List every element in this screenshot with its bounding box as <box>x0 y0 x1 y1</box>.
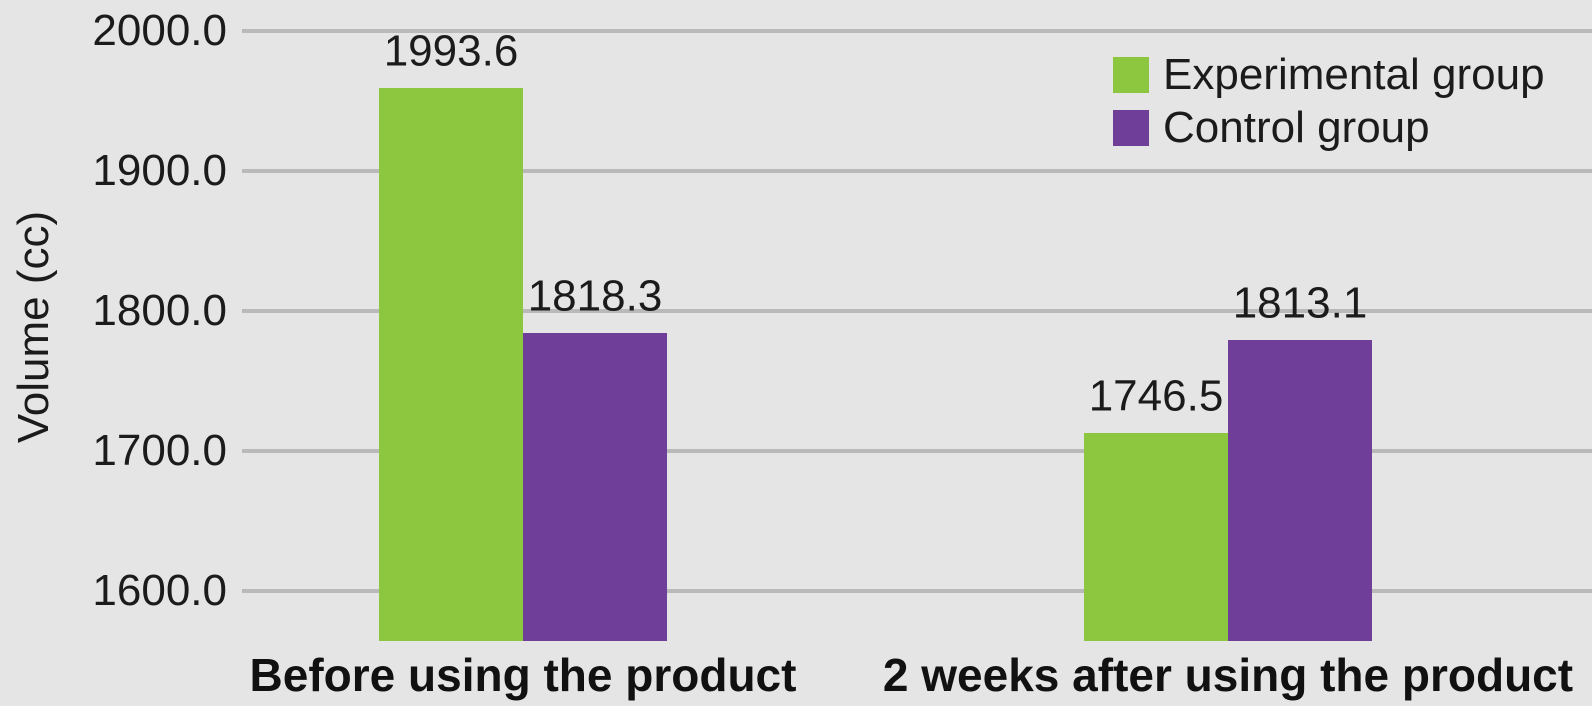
data-label-experimental-group-2-weeks-after-using-the-product: 1746.5 <box>1088 372 1224 422</box>
legend-item-control-group: Control group <box>1113 103 1545 152</box>
category-label-before-using-the-product: Before using the product <box>249 649 797 701</box>
gridline-1900 <box>242 169 1592 174</box>
gridline-1600 <box>242 588 1592 593</box>
legend-swatch-experimental-group <box>1113 57 1149 93</box>
legend: Experimental group Control group <box>1113 50 1545 162</box>
data-label-control-group-before-using-the-product: 1818.3 <box>527 271 663 321</box>
gridline-2000 <box>242 29 1592 34</box>
y-tick-label-1800: 1800.0 <box>92 286 227 336</box>
gridline-1800 <box>242 309 1592 314</box>
legend-item-experimental-group: Experimental group <box>1113 50 1545 99</box>
legend-swatch-control-group <box>1113 110 1149 146</box>
data-label-control-group-2-weeks-after-using-the-product: 1813.1 <box>1232 279 1368 329</box>
bar-experimental-group-before-using-the-product <box>379 87 523 641</box>
legend-label-control-group: Control group <box>1163 103 1430 152</box>
category-label-2-weeks-after-using-the-product: 2 weeks after using the product <box>882 649 1574 701</box>
bar-experimental-group-2-weeks-after-using-the-product <box>1084 433 1228 641</box>
y-tick-label-1600: 1600.0 <box>92 565 227 615</box>
legend-label-experimental-group: Experimental group <box>1163 50 1545 99</box>
bar-control-group-2-weeks-after-using-the-product <box>1228 340 1372 641</box>
bar-control-group-before-using-the-product <box>523 333 667 641</box>
data-label-experimental-group-before-using-the-product: 1993.6 <box>383 26 519 76</box>
y-tick-label-1700: 1700.0 <box>92 425 227 475</box>
y-tick-label-1900: 1900.0 <box>92 146 227 196</box>
gridline-1700 <box>242 448 1592 453</box>
y-tick-label-2000: 2000.0 <box>92 6 227 56</box>
plot-area: 1993.6 1818.3 1746.5 1813.1 <box>242 0 1592 641</box>
